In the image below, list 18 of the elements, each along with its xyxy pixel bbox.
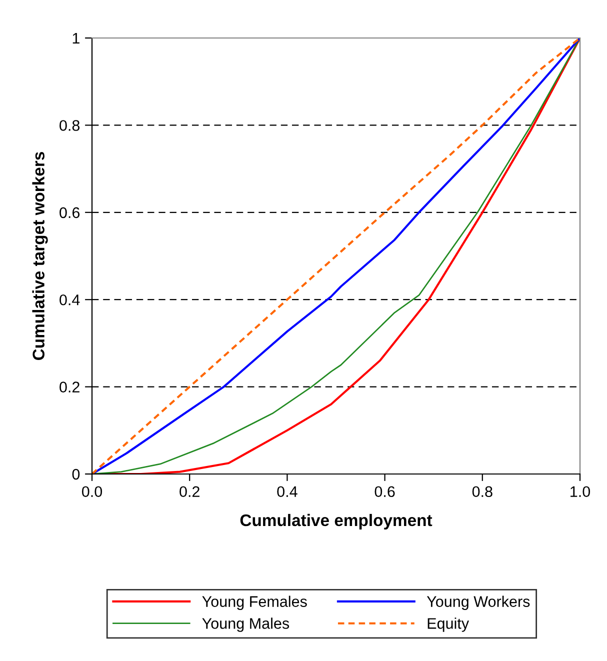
legend-label: Equity: [428, 618, 470, 632]
x-tick-label: 0.2: [180, 486, 200, 498]
x-tick-label: 0.4: [277, 486, 298, 498]
x-tick-label: 0.6: [374, 486, 395, 498]
x-tick-label: 0.8: [472, 486, 492, 498]
y-tick-label: 0: [72, 468, 80, 480]
y-tick-label: 0.8: [60, 120, 80, 131]
y-tick-label: 0.2: [60, 382, 80, 392]
legend-label: Young Males: [202, 618, 290, 632]
y-axis-title: Cumulative target workers: [32, 152, 48, 360]
y-tick-label: 0.4: [60, 294, 80, 306]
x-tick-label: 0.0: [82, 486, 102, 498]
y-tick-label: 1: [72, 33, 80, 44]
y-tick-label: 0.6: [60, 207, 80, 218]
legend-label: Young Workers: [426, 596, 530, 610]
legend-label: Young Females: [202, 596, 307, 610]
x-tick-label: 1.0: [570, 486, 590, 498]
x-axis-title: Cumulative employment: [240, 514, 432, 530]
